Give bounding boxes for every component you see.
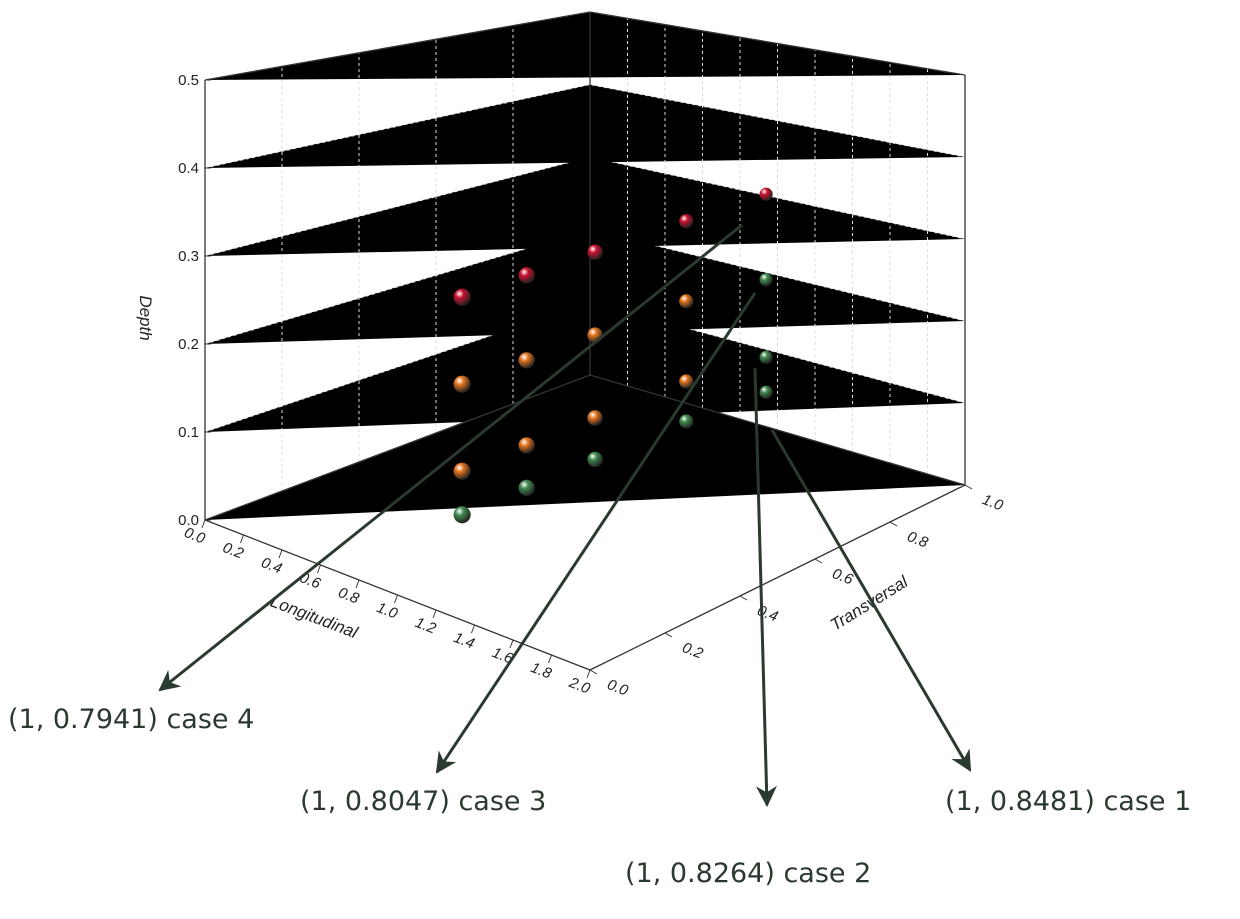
x-tick-label: 1.8: [528, 659, 554, 683]
x-tick: [587, 670, 590, 678]
grid-line: [205, 12, 965, 80]
x-tick: [433, 610, 436, 618]
data-point: [519, 352, 535, 368]
z-tick-label: 0.2: [178, 336, 199, 353]
data-point: [587, 410, 602, 425]
z-tick-label: 0.5: [178, 72, 199, 89]
x-tick-label: 1.4: [451, 629, 477, 652]
y-tick-label: 0.8: [905, 528, 931, 552]
x-tick: [202, 520, 205, 528]
x-tick: [279, 550, 282, 558]
data-point: [760, 386, 773, 399]
grid-line: [205, 157, 965, 256]
y-tick-label: 0.2: [680, 639, 706, 663]
data-point: [519, 480, 535, 496]
data-point: [679, 414, 693, 428]
data-point: [519, 267, 535, 283]
annotation-label: (1, 0.7941) case 4: [8, 704, 254, 735]
x-tick-label: 0.4: [259, 554, 285, 577]
data-point: [587, 452, 602, 467]
grid-line: [205, 85, 965, 168]
data-point: [519, 437, 535, 453]
y-tick: [890, 522, 897, 526]
z-tick-label: 0.3: [178, 248, 199, 265]
data-point: [679, 214, 693, 228]
annotation-label: (1, 0.8264) case 2: [625, 858, 871, 889]
data-point: [679, 294, 693, 308]
x-tick: [395, 595, 398, 603]
x-tick: [472, 625, 475, 633]
x-tick: [356, 580, 359, 588]
y-tick-label: 0.0: [605, 676, 631, 700]
data-point: [454, 289, 471, 306]
x-tick-label: 1.0: [374, 599, 400, 623]
x-tick-label: 0.0: [182, 524, 208, 548]
chart: 0.0 0.1 0.2 0.3 0.4 0.5 0.0 0.2 0.4 0.6 0.8 1.0 1.2 1…: [0, 0, 1240, 919]
x-tick-label: 0.8: [336, 584, 362, 608]
annotation-label: (1, 0.8047) case 3: [300, 786, 546, 817]
x-tick-label: 0.2: [220, 539, 246, 563]
y-tick-label: 1.0: [980, 491, 1006, 515]
x-tick: [241, 535, 244, 543]
x-tick-label: 1.6: [490, 644, 516, 668]
x-tick: [549, 655, 552, 663]
data-point: [454, 506, 471, 523]
y-tick: [965, 485, 972, 489]
x-tick-label: 0.6: [297, 569, 323, 593]
z-axis-title: Depth: [136, 295, 155, 340]
x-tick-label: 1.2: [413, 614, 439, 638]
y-tick: [740, 596, 747, 600]
z-tick-label: 0.4: [178, 160, 199, 177]
data-point: [587, 244, 602, 259]
x-tick-label: 2.0: [566, 674, 593, 698]
data-point: [760, 188, 773, 201]
x-tick: [510, 640, 513, 648]
z-tick-label: 0.1: [178, 424, 199, 441]
data-point: [454, 376, 471, 393]
data-point: [760, 351, 773, 364]
annotation-label: (1, 0.8481) case 1: [945, 786, 1191, 817]
data-point: [454, 463, 471, 480]
y-tick-label: 0.4: [755, 602, 781, 625]
y-tick: [590, 670, 597, 674]
x-tick: [318, 565, 321, 573]
y-tick: [815, 559, 822, 563]
axis-edge: [590, 485, 965, 670]
data-point: [760, 273, 773, 286]
y-tick: [665, 633, 672, 637]
